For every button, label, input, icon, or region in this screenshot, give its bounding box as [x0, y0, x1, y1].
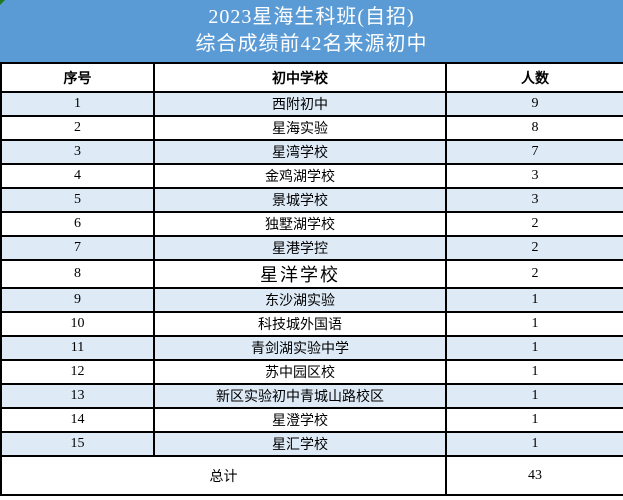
cell-count: 7 — [445, 139, 623, 165]
cell-school: 星洋学校 — [153, 259, 447, 289]
cell-school: 青剑湖实验中学 — [153, 335, 447, 361]
table-row: 11 青剑湖实验中学 1 — [0, 335, 623, 361]
cell-no: 14 — [0, 407, 155, 433]
cell-no: 1 — [0, 91, 155, 117]
cell-count: 1 — [445, 431, 623, 457]
cell-count: 1 — [445, 383, 623, 409]
table-row: 4 金鸡湖学校 3 — [0, 163, 623, 189]
cell-count: 2 — [445, 259, 623, 289]
cell-count: 9 — [445, 91, 623, 117]
total-row: 总计 43 — [0, 455, 623, 496]
title-line-1: 2023星海生科班(自招) — [208, 6, 415, 28]
table-row: 6 独墅湖学校 2 — [0, 211, 623, 237]
header-row: 序号 初中学校 人数 — [0, 62, 623, 93]
cell-school: 科技城外国语 — [153, 311, 447, 337]
col-header-count: 人数 — [445, 62, 623, 93]
table-row: 12 苏中园区校 1 — [0, 359, 623, 385]
title-line-2: 综合成绩前42名来源初中 — [195, 33, 428, 55]
cell-count: 2 — [445, 235, 623, 261]
cell-no: 4 — [0, 163, 155, 189]
table-row: 10 科技城外国语 1 — [0, 311, 623, 337]
col-header-school: 初中学校 — [153, 62, 447, 93]
cell-no: 12 — [0, 359, 155, 385]
cell-no: 9 — [0, 287, 155, 313]
cell-school: 新区实验初中青城山路校区 — [153, 383, 447, 409]
table-row: 3 星湾学校 7 — [0, 139, 623, 165]
col-header-no: 序号 — [0, 62, 155, 93]
cell-count: 1 — [445, 311, 623, 337]
table-row: 2 星海实验 8 — [0, 115, 623, 141]
cell-count: 1 — [445, 287, 623, 313]
cell-school: 星澄学校 — [153, 407, 447, 433]
cell-count: 3 — [445, 163, 623, 189]
cell-school: 景城学校 — [153, 187, 447, 213]
cell-school: 东沙湖实验 — [153, 287, 447, 313]
table-row: 5 景城学校 3 — [0, 187, 623, 213]
cell-count: 1 — [445, 359, 623, 385]
cell-no: 3 — [0, 139, 155, 165]
cell-count: 3 — [445, 187, 623, 213]
cell-no: 13 — [0, 383, 155, 409]
cell-no: 8 — [0, 259, 155, 289]
cell-school: 独墅湖学校 — [153, 211, 447, 237]
cell-count: 2 — [445, 211, 623, 237]
cell-school: 星湾学校 — [153, 139, 447, 165]
cell-no: 7 — [0, 235, 155, 261]
table-row: 1 西附初中 9 — [0, 91, 623, 117]
cell-no: 15 — [0, 431, 155, 457]
table-row: 7 星港学控 2 — [0, 235, 623, 261]
cell-no: 5 — [0, 187, 155, 213]
cell-count: 1 — [445, 407, 623, 433]
total-count: 43 — [445, 455, 623, 496]
table-row: 8 星洋学校 2 — [0, 259, 623, 289]
cell-school: 金鸡湖学校 — [153, 163, 447, 189]
cell-school: 苏中园区校 — [153, 359, 447, 385]
table-row: 13 新区实验初中青城山路校区 1 — [0, 383, 623, 409]
cell-school: 西附初中 — [153, 91, 447, 117]
table-title: 2023星海生科班(自招) 综合成绩前42名来源初中 — [0, 0, 623, 62]
table-row: 14 星澄学校 1 — [0, 407, 623, 433]
cell-count: 8 — [445, 115, 623, 141]
cell-school: 星汇学校 — [153, 431, 447, 457]
cell-school: 星港学控 — [153, 235, 447, 261]
table-row: 9 东沙湖实验 1 — [0, 287, 623, 313]
cell-count: 1 — [445, 335, 623, 361]
total-label: 总计 — [0, 455, 447, 496]
cell-no: 2 — [0, 115, 155, 141]
cell-no: 10 — [0, 311, 155, 337]
schools-table: 序号 初中学校 人数 1 西附初中 9 2 星海实验 8 3 星湾学校 7 4 金鸡湖学校 3 5 景城学… — [0, 62, 623, 496]
cell-no: 11 — [0, 335, 155, 361]
corner-artifact — [0, 0, 5, 5]
cell-school: 星海实验 — [153, 115, 447, 141]
cell-no: 6 — [0, 211, 155, 237]
table-row: 15 星汇学校 1 — [0, 431, 623, 457]
